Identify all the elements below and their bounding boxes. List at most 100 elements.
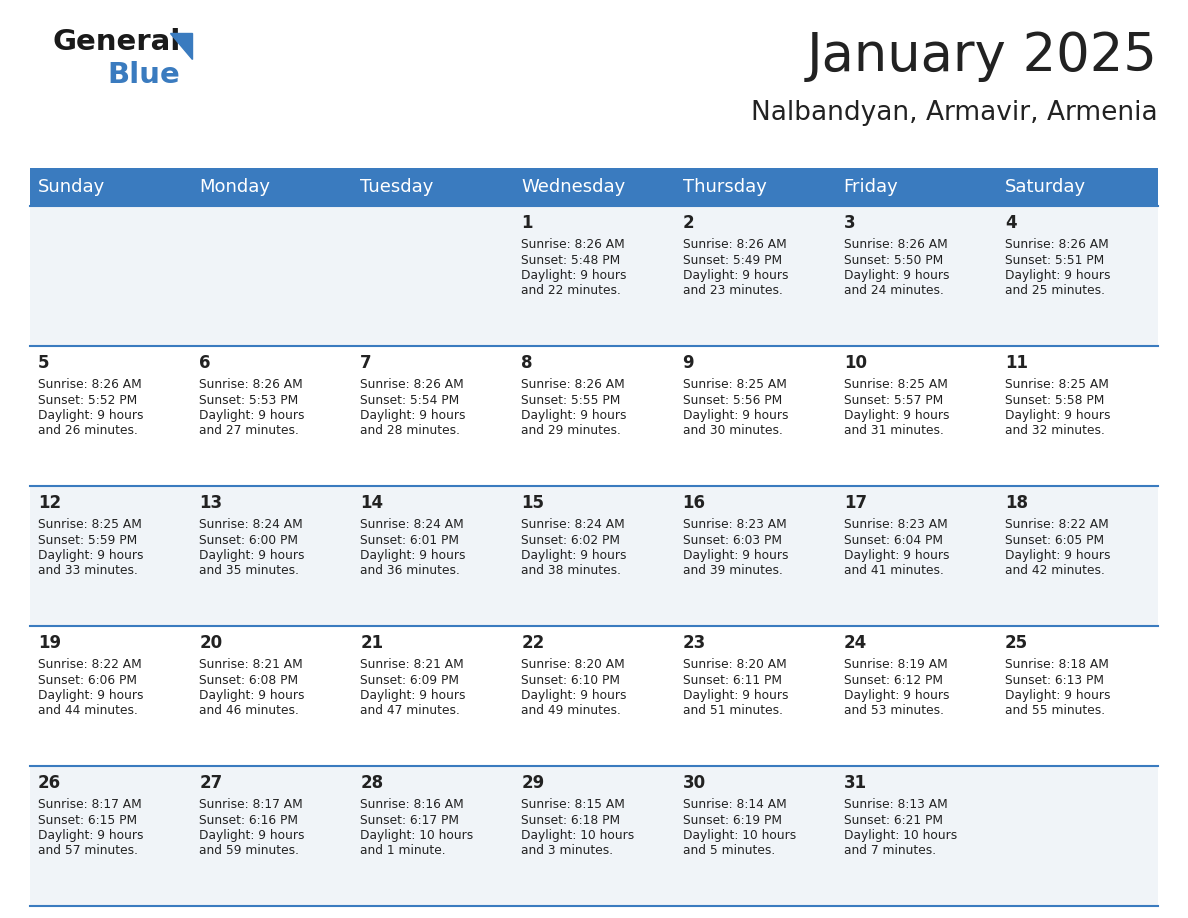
Bar: [30, 168, 1158, 206]
Polygon shape: [170, 33, 192, 59]
Text: and 42 minutes.: and 42 minutes.: [1005, 565, 1105, 577]
Text: Sunrise: 8:13 AM: Sunrise: 8:13 AM: [843, 798, 948, 811]
Text: 12: 12: [38, 494, 61, 512]
Text: Sunset: 6:15 PM: Sunset: 6:15 PM: [38, 813, 137, 826]
Text: 25: 25: [1005, 634, 1028, 652]
Text: Sunset: 5:49 PM: Sunset: 5:49 PM: [683, 253, 782, 266]
Text: and 44 minutes.: and 44 minutes.: [38, 704, 138, 718]
Text: and 49 minutes.: and 49 minutes.: [522, 704, 621, 718]
Text: and 30 minutes.: and 30 minutes.: [683, 424, 783, 438]
Text: and 23 minutes.: and 23 minutes.: [683, 285, 783, 297]
Text: 1: 1: [522, 214, 533, 232]
Text: 13: 13: [200, 494, 222, 512]
Text: Daylight: 9 hours: Daylight: 9 hours: [38, 689, 144, 702]
Text: Sunrise: 8:25 AM: Sunrise: 8:25 AM: [843, 378, 948, 391]
Text: Sunset: 6:12 PM: Sunset: 6:12 PM: [843, 674, 943, 687]
Text: and 29 minutes.: and 29 minutes.: [522, 424, 621, 438]
Text: Sunrise: 8:23 AM: Sunrise: 8:23 AM: [843, 518, 948, 531]
Text: Sunrise: 8:25 AM: Sunrise: 8:25 AM: [38, 518, 141, 531]
Text: Daylight: 9 hours: Daylight: 9 hours: [843, 689, 949, 702]
Text: Sunrise: 8:22 AM: Sunrise: 8:22 AM: [38, 658, 141, 671]
Text: Daylight: 9 hours: Daylight: 9 hours: [360, 409, 466, 422]
Text: and 33 minutes.: and 33 minutes.: [38, 565, 138, 577]
Text: Sunrise: 8:26 AM: Sunrise: 8:26 AM: [360, 378, 465, 391]
Text: Nalbandyan, Armavir, Armenia: Nalbandyan, Armavir, Armenia: [751, 100, 1158, 126]
Text: 8: 8: [522, 354, 533, 372]
Text: 17: 17: [843, 494, 867, 512]
Text: Sunset: 6:04 PM: Sunset: 6:04 PM: [843, 533, 943, 546]
Text: Sunset: 6:08 PM: Sunset: 6:08 PM: [200, 674, 298, 687]
Text: 21: 21: [360, 634, 384, 652]
Text: and 46 minutes.: and 46 minutes.: [200, 704, 299, 718]
Text: 19: 19: [38, 634, 61, 652]
Text: Sunset: 5:54 PM: Sunset: 5:54 PM: [360, 394, 460, 407]
Text: Sunrise: 8:18 AM: Sunrise: 8:18 AM: [1005, 658, 1108, 671]
Text: Sunrise: 8:26 AM: Sunrise: 8:26 AM: [843, 238, 948, 251]
Text: Sunset: 6:21 PM: Sunset: 6:21 PM: [843, 813, 943, 826]
Text: 30: 30: [683, 774, 706, 792]
Text: Daylight: 9 hours: Daylight: 9 hours: [38, 549, 144, 562]
Text: Sunset: 6:05 PM: Sunset: 6:05 PM: [1005, 533, 1104, 546]
Text: 27: 27: [200, 774, 222, 792]
Text: Daylight: 9 hours: Daylight: 9 hours: [360, 549, 466, 562]
Text: Sunrise: 8:22 AM: Sunrise: 8:22 AM: [1005, 518, 1108, 531]
Text: Daylight: 9 hours: Daylight: 9 hours: [683, 409, 788, 422]
Text: 2: 2: [683, 214, 694, 232]
Text: Sunset: 5:51 PM: Sunset: 5:51 PM: [1005, 253, 1104, 266]
Text: Daylight: 9 hours: Daylight: 9 hours: [1005, 689, 1111, 702]
Text: and 24 minutes.: and 24 minutes.: [843, 285, 943, 297]
Text: 7: 7: [360, 354, 372, 372]
Text: Sunset: 6:09 PM: Sunset: 6:09 PM: [360, 674, 460, 687]
Text: Friday: Friday: [843, 178, 898, 196]
Text: and 28 minutes.: and 28 minutes.: [360, 424, 460, 438]
Text: Sunset: 6:16 PM: Sunset: 6:16 PM: [200, 813, 298, 826]
Text: Sunset: 6:06 PM: Sunset: 6:06 PM: [38, 674, 137, 687]
Text: Daylight: 9 hours: Daylight: 9 hours: [200, 549, 304, 562]
Text: Sunset: 5:50 PM: Sunset: 5:50 PM: [843, 253, 943, 266]
Text: Daylight: 9 hours: Daylight: 9 hours: [843, 269, 949, 282]
Text: Sunset: 6:18 PM: Sunset: 6:18 PM: [522, 813, 620, 826]
Text: Sunrise: 8:23 AM: Sunrise: 8:23 AM: [683, 518, 786, 531]
Text: 11: 11: [1005, 354, 1028, 372]
Text: and 26 minutes.: and 26 minutes.: [38, 424, 138, 438]
Text: Sunset: 6:01 PM: Sunset: 6:01 PM: [360, 533, 460, 546]
Text: 10: 10: [843, 354, 867, 372]
Text: Daylight: 9 hours: Daylight: 9 hours: [200, 409, 304, 422]
Text: Sunrise: 8:21 AM: Sunrise: 8:21 AM: [360, 658, 465, 671]
Text: Sunrise: 8:26 AM: Sunrise: 8:26 AM: [522, 238, 625, 251]
Text: Daylight: 10 hours: Daylight: 10 hours: [360, 829, 474, 842]
Bar: [30, 486, 1158, 626]
Text: and 35 minutes.: and 35 minutes.: [200, 565, 299, 577]
Text: Daylight: 9 hours: Daylight: 9 hours: [360, 689, 466, 702]
Text: Sunrise: 8:21 AM: Sunrise: 8:21 AM: [200, 658, 303, 671]
Text: and 39 minutes.: and 39 minutes.: [683, 565, 783, 577]
Text: Sunrise: 8:25 AM: Sunrise: 8:25 AM: [1005, 378, 1108, 391]
Text: and 31 minutes.: and 31 minutes.: [843, 424, 943, 438]
Bar: [30, 626, 1158, 766]
Text: 20: 20: [200, 634, 222, 652]
Text: Sunset: 6:03 PM: Sunset: 6:03 PM: [683, 533, 782, 546]
Text: January 2025: January 2025: [807, 30, 1158, 82]
Text: Sunset: 6:00 PM: Sunset: 6:00 PM: [200, 533, 298, 546]
Text: General: General: [52, 28, 181, 56]
Text: 18: 18: [1005, 494, 1028, 512]
Text: Sunset: 5:53 PM: Sunset: 5:53 PM: [200, 394, 298, 407]
Text: Daylight: 9 hours: Daylight: 9 hours: [683, 549, 788, 562]
Text: Sunrise: 8:20 AM: Sunrise: 8:20 AM: [683, 658, 786, 671]
Text: Daylight: 9 hours: Daylight: 9 hours: [843, 549, 949, 562]
Text: Daylight: 10 hours: Daylight: 10 hours: [683, 829, 796, 842]
Text: Tuesday: Tuesday: [360, 178, 434, 196]
Text: Sunrise: 8:26 AM: Sunrise: 8:26 AM: [38, 378, 141, 391]
Text: 23: 23: [683, 634, 706, 652]
Text: and 53 minutes.: and 53 minutes.: [843, 704, 943, 718]
Text: Sunset: 5:55 PM: Sunset: 5:55 PM: [522, 394, 621, 407]
Bar: [30, 206, 1158, 346]
Text: Daylight: 9 hours: Daylight: 9 hours: [522, 269, 627, 282]
Text: 24: 24: [843, 634, 867, 652]
Text: Sunrise: 8:24 AM: Sunrise: 8:24 AM: [522, 518, 625, 531]
Text: Sunset: 6:10 PM: Sunset: 6:10 PM: [522, 674, 620, 687]
Text: 16: 16: [683, 494, 706, 512]
Text: Sunrise: 8:25 AM: Sunrise: 8:25 AM: [683, 378, 786, 391]
Text: Daylight: 9 hours: Daylight: 9 hours: [1005, 549, 1111, 562]
Text: Daylight: 9 hours: Daylight: 9 hours: [200, 829, 304, 842]
